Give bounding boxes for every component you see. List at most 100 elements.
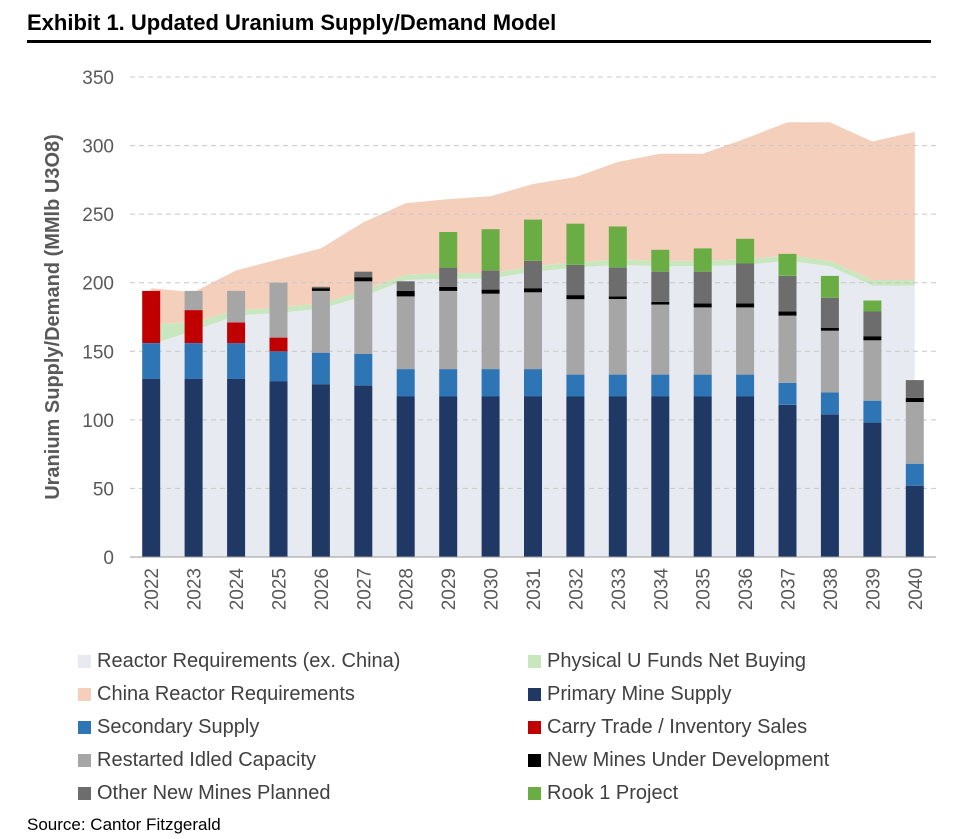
x-tick-label: 2025 <box>269 568 290 610</box>
legend-label: New Mines Under Development <box>547 749 830 771</box>
x-tick-label: 2028 <box>397 568 418 610</box>
bar-other_new-2040 <box>905 380 924 398</box>
bar-other_new-2036 <box>736 263 755 304</box>
bar-restarted-2037 <box>778 315 797 383</box>
bar-new_mines-2028 <box>396 290 415 297</box>
bar-primary-2038 <box>820 414 839 557</box>
x-tick-label: 2038 <box>821 568 842 610</box>
bar-other_new-2032 <box>566 264 585 296</box>
chart-title: Exhibit 1. Updated Uranium Supply/Demand… <box>27 10 557 35</box>
y-axis-label: Uranium Supply/Demand (MMlb U3O8) <box>42 134 64 500</box>
bar-rook1-2039 <box>863 300 882 312</box>
bar-restarted-2031 <box>524 292 542 370</box>
bar-other_new-2038 <box>820 297 839 328</box>
bar-restarted-2038 <box>820 330 839 393</box>
bar-restarted-2040 <box>905 402 924 464</box>
bar-other_new-2027 <box>354 271 373 278</box>
bar-primary-2027 <box>354 385 373 557</box>
y-tick-label: 150 <box>82 342 114 363</box>
bar-other_new-2035 <box>693 271 712 304</box>
bar-primary-2029 <box>439 396 458 557</box>
bar-other_new-2033 <box>608 267 627 297</box>
y-axis-ticks: 0 50 100 150 200 250 300 350 <box>82 68 114 569</box>
bar-secondary-2029 <box>439 369 458 397</box>
bar-rook1-2029 <box>439 232 458 268</box>
legend-label: Rook 1 Project <box>547 782 679 804</box>
legend-swatch <box>528 721 541 734</box>
legend-label: Restarted Idled Capacity <box>97 749 317 771</box>
bar-primary-2039 <box>863 422 882 557</box>
y-tick-label: 350 <box>82 68 114 89</box>
bar-secondary-2030 <box>481 369 500 397</box>
bar-secondary-2033 <box>608 374 627 397</box>
bar-other_new-2026 <box>311 286 330 289</box>
bar-secondary-2027 <box>354 354 373 386</box>
bar-rook1-2030 <box>481 229 500 271</box>
title-divider <box>27 40 931 43</box>
bar-restarted-2032 <box>566 299 585 375</box>
y-tick-label: 0 <box>103 548 114 569</box>
source-note: Source: Cantor Fitzgerald <box>27 815 221 834</box>
bar-restarted-2027 <box>354 281 373 354</box>
legend-label: Physical U Funds Net Buying <box>547 650 807 672</box>
bar-other_new-2029 <box>439 267 458 287</box>
legend-item-new_mines: New Mines Under Development <box>528 749 829 772</box>
legend-swatch <box>78 721 91 734</box>
bar-secondary-2031 <box>524 369 542 397</box>
legend-item-primary: Primary Mine Supply <box>528 683 732 706</box>
bar-primary-2031 <box>524 396 542 557</box>
bar-secondary-2032 <box>566 374 585 397</box>
bar-primary-2032 <box>566 396 585 557</box>
bar-primary-2028 <box>396 396 415 557</box>
bar-other_new-2034 <box>651 271 670 302</box>
bar-primary-2026 <box>311 384 330 557</box>
x-tick-label: 2034 <box>651 568 672 611</box>
bar-new_mines-2040 <box>905 397 924 402</box>
bar-primary-2023 <box>184 378 203 557</box>
bar-primary-2030 <box>481 396 500 557</box>
legend-label: China Reactor Requirements <box>97 683 355 705</box>
x-tick-label: 2026 <box>312 568 333 610</box>
bar-new_mines-2038 <box>820 328 839 331</box>
bar-restarted-2029 <box>439 290 458 370</box>
bar-rook1-2034 <box>651 249 670 272</box>
x-tick-label: 2037 <box>779 568 800 610</box>
legend-swatch <box>78 688 91 701</box>
bar-other_new-2037 <box>778 275 797 312</box>
bar-restarted-2026 <box>311 290 330 353</box>
x-tick-label: 2039 <box>863 568 884 610</box>
x-tick-label: 2030 <box>482 568 503 610</box>
bar-primary-2040 <box>905 485 924 557</box>
legend-item-rook1: Rook 1 Project <box>528 782 678 805</box>
bar-secondary-2025 <box>269 351 288 382</box>
bar-new_mines-2032 <box>566 295 585 300</box>
bar-new_mines-2026 <box>311 288 330 291</box>
bar-rook1-2032 <box>566 223 585 265</box>
x-tick-label: 2023 <box>185 568 206 610</box>
legend-item-china_reactor: China Reactor Requirements <box>78 683 355 706</box>
legend-swatch <box>78 787 91 800</box>
legend-label: Reactor Requirements (ex. China) <box>97 650 401 672</box>
x-tick-label: 2032 <box>566 568 587 610</box>
bar-secondary-2037 <box>778 382 797 405</box>
legend-swatch <box>528 655 541 668</box>
bar-secondary-2026 <box>311 352 330 385</box>
bar-restarted-2039 <box>863 340 882 401</box>
legend-item-carry_trade: Carry Trade / Inventory Sales <box>528 716 807 739</box>
bar-restarted-2024 <box>227 290 246 323</box>
x-tick-label: 2035 <box>694 568 715 610</box>
bar-carry_trade-2025 <box>269 337 288 352</box>
bar-rook1-2037 <box>778 253 797 276</box>
bar-rook1-2036 <box>736 238 755 264</box>
x-tick-label: 2027 <box>354 568 375 610</box>
legend-item-reactor_ex_china: Reactor Requirements (ex. China) <box>78 650 400 673</box>
bar-new_mines-2035 <box>693 303 712 308</box>
bar-secondary-2024 <box>227 343 246 379</box>
bar-secondary-2039 <box>863 400 882 423</box>
bar-secondary-2036 <box>736 374 755 397</box>
bar-secondary-2035 <box>693 374 712 397</box>
bar-rook1-2038 <box>820 275 839 298</box>
x-tick-label: 2036 <box>736 568 757 610</box>
bar-carry_trade-2022 <box>142 290 161 343</box>
